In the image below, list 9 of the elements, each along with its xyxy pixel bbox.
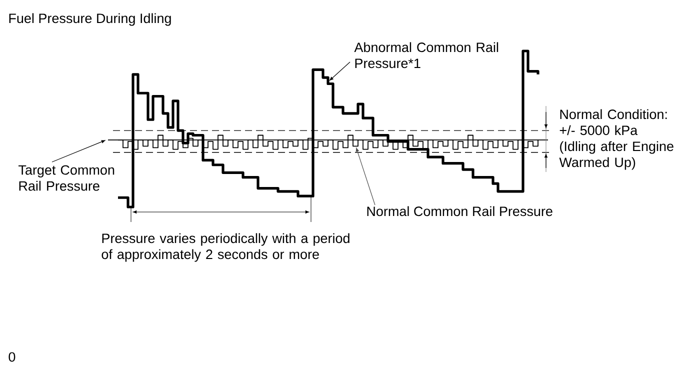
series-label: Abnormal Common Rail Pressure*1	[354, 42, 498, 68]
text: (Idling after Engine Warmed Up)	[559, 141, 674, 170]
text: +/- 5000 kPa	[560, 125, 638, 136]
text: 0	[8, 352, 16, 362]
text: Normal Common Rail Pressure	[367, 206, 552, 216]
legend-label: Target Common Rail Pressure	[18, 165, 114, 191]
chart-title: Fuel Pressure During Idling	[9, 13, 171, 26]
text: Pressure varies periodically with a period of approximately 2 seconds or more	[102, 233, 350, 262]
text: Normal Condition:	[560, 109, 667, 120]
